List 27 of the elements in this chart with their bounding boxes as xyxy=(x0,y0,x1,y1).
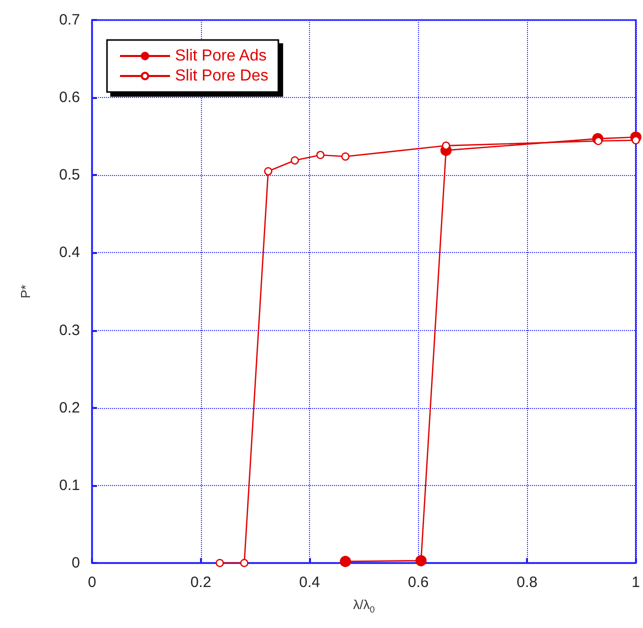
point xyxy=(340,556,352,568)
legend-label: Slit Pore Des xyxy=(175,68,268,84)
point xyxy=(264,167,272,176)
y-axis-title: P* xyxy=(18,284,33,298)
point xyxy=(216,558,224,568)
point xyxy=(290,156,299,164)
y-tick-label: 0.1 xyxy=(59,476,80,494)
x-tick-label: 0.8 xyxy=(516,574,538,591)
x-tick-label: 0.2 xyxy=(190,574,212,591)
point xyxy=(240,558,248,568)
point xyxy=(632,136,640,144)
y-tick-label: 0 xyxy=(72,554,80,572)
y-tick-label: 0.3 xyxy=(59,322,80,339)
x-tick-label: 1 xyxy=(632,574,640,591)
point xyxy=(442,142,450,150)
y-tick-label: 0.7 xyxy=(59,12,80,28)
point xyxy=(415,555,427,566)
point xyxy=(341,152,350,161)
x-tick-label: 0.6 xyxy=(408,574,429,591)
y-tick-label: 0.5 xyxy=(59,166,80,184)
y-tick-label: 0.6 xyxy=(59,89,80,106)
x-tick-label: 0 xyxy=(88,574,96,591)
point xyxy=(316,150,325,160)
legend-label: Slit Pore Ads xyxy=(175,48,267,64)
y-tick-label: 0.2 xyxy=(59,399,80,416)
y-tick-label: 0.4 xyxy=(59,244,80,262)
x-tick-label: 0.4 xyxy=(299,574,320,591)
